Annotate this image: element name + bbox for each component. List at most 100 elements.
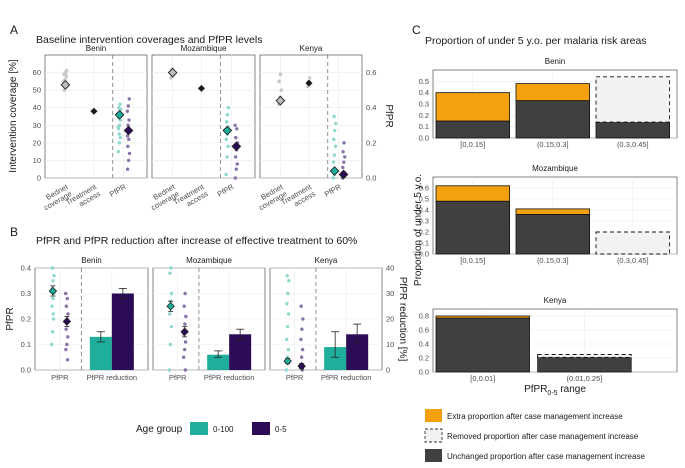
panel-a-pfpr-u5-point (125, 109, 130, 113)
panel-c-ytick: 0.0 (419, 250, 429, 259)
panel-c-plot: Benin 0.0 0.1 0.2 0.3 0.4 0.5 [0,0.15] (0.15,0.3… (413, 57, 678, 462)
panel-c-ytick: 0.5 (419, 195, 429, 204)
panel-a-pfpr-u5-point (127, 151, 132, 156)
panel-b-xtick-reduction: PfPR reduction (321, 373, 371, 382)
panel-c-ytick: 0.6 (419, 326, 429, 335)
panel-a-pfpr-u5-point (235, 162, 239, 166)
panel-b-xtick-reduction: PfPR reduction (204, 373, 254, 382)
panel-a-pfpr-all-point (117, 141, 122, 145)
panel-b-pfpr-u5-point (181, 355, 186, 359)
panel-a-pfpr-u5-point (235, 127, 239, 131)
panel-b-pfpr-u5-point (184, 314, 188, 319)
panel-b-ytick-right: 20 (386, 315, 394, 324)
panel-a-ytick-right: 0.2 (366, 138, 376, 147)
panel-c-legend-label-0: Extra proportion after case management i… (447, 412, 623, 421)
panel-c-unchanged-bar (435, 200, 510, 255)
panel-b-pfpr-u5-point (182, 304, 186, 308)
panel-a-pfpr-u5-point (126, 104, 130, 108)
panel-c-legend-label-2: Unchanged proportion after case manageme… (447, 452, 645, 461)
panel-b-pfpr-all-point (287, 279, 291, 283)
panel-c-extra-bar (515, 208, 590, 215)
panel-a-pfpr-u5-point (233, 123, 237, 127)
panel-a-bednet-point (63, 77, 67, 82)
panel-c-ytick: 0.6 (419, 184, 429, 193)
panel-letter-a: A (10, 23, 18, 37)
panel-a-xtick-1: Treatmentaccess (64, 182, 103, 214)
panel-a-pfpr-u5-point (342, 160, 346, 164)
panel-a-bednet-mean (167, 67, 178, 78)
panel-b-ytick-left: 0.0 (21, 366, 31, 375)
panel-b-reduction-all-bar (89, 336, 112, 370)
panel-c-xtick: (0.3,0.45] (617, 256, 649, 265)
panel-a-pfpr-u5-mean (338, 169, 349, 180)
panel-b-xtick-pfpr: PfPR (51, 373, 69, 382)
panel-b-pfpr-all-point (285, 302, 289, 306)
panel-c-ytick: 0.3 (419, 100, 429, 109)
panel-b-legend-label-0-100: 0-100 (213, 425, 234, 434)
panel-a-title: Baseline intervention coverages and PfPR… (36, 34, 262, 46)
panel-b-reduction-u5-bar (111, 293, 134, 370)
panel-a-ytick-left: 50 (33, 86, 41, 95)
panel-a-xtick-2: PfPR (108, 182, 128, 199)
panel-c-unchanged-bar (595, 121, 670, 139)
panel-c-removed-bar (595, 76, 671, 123)
panel-a-facet-0 (44, 54, 148, 179)
panel-letter-b: B (10, 225, 18, 239)
panel-a-pfpr-u5-mean (231, 141, 242, 152)
panel-c-ytick: 0.4 (419, 88, 429, 97)
panel-c-unchanged-bar (515, 100, 590, 139)
panel-b-title: PfPR and PfPR reduction after increase o… (36, 235, 357, 247)
panel-b-pfpr-all-mean (166, 302, 175, 311)
panel-a-strip-1: Mozambique (181, 44, 227, 53)
panel-c-ylabel: Proportion of under 5 y.o. (413, 174, 424, 286)
panel-a-pfpr-all-point (118, 102, 122, 106)
panel-b-pfpr-u5-point (65, 358, 70, 362)
panel-a-ytick-right: 0.0 (366, 174, 376, 183)
panel-b-pfpr-all-point (169, 291, 174, 296)
panel-a-treatment-mean (305, 79, 313, 87)
panel-a-pfpr-all-point (116, 149, 121, 154)
panel-letter-c: C (412, 23, 421, 37)
panel-c-strip-1: Mozambique (532, 164, 578, 173)
panel-b-pfpr-u5-point (183, 340, 188, 344)
panel-a-pfpr-all-point (116, 125, 121, 129)
panel-b-pfpr-all-point (51, 296, 55, 301)
panel-b-ytick-right: 30 (386, 289, 394, 298)
panel-a-xtick-2: PfPR (216, 182, 236, 199)
panel-c-legend-swatch-1 (424, 428, 443, 443)
panel-a-pfpr-all-point (333, 144, 338, 149)
panel-a-treatment-mean (90, 107, 98, 115)
panel-a-xtick-1: Treatmentaccess (279, 182, 318, 214)
panel-a-pfpr-all-point (224, 120, 229, 124)
panel-a-pfpr-u5-point (127, 137, 131, 142)
panel-a-pfpr-u5-mean (123, 125, 134, 136)
panel-b-ytick-right: 40 (386, 264, 394, 273)
panel-a-bednet-mean (275, 95, 286, 106)
panel-b-plot: Benin PfPR PfPR reduction Mozambique PfPR PfP… (5, 256, 408, 435)
panel-a-ytick-right: 0.4 (366, 103, 376, 112)
panel-a-facet-2 (259, 54, 363, 179)
panel-b-legend-title: Age group (136, 424, 183, 435)
panel-b-pfpr-u5-point (183, 291, 187, 296)
panel-b-pfpr-all-point (286, 291, 290, 296)
panel-b-pfpr-u5-mean (297, 361, 306, 371)
panel-b-xtick-pfpr: PfPR (286, 373, 304, 382)
panel-b-pfpr-u5-point (64, 347, 68, 352)
panel-b-pfpr-all-point (169, 324, 174, 329)
panel-b-pfpr-all-point (169, 266, 173, 270)
panel-a-pfpr-all-point (332, 153, 337, 157)
panel-b-pfpr-u5-point (63, 291, 68, 296)
panel-a-pfpr-all-mean (329, 166, 340, 176)
panel-a-pfpr-u5-point (233, 176, 238, 180)
panel-b-ytick-left: 0.3 (21, 289, 31, 298)
panel-a-pfpr-all-point (332, 114, 336, 119)
panel-a-pfpr-all-point (225, 113, 230, 117)
panel-c-xtick: [0,0.15] (460, 256, 485, 265)
panel-b-pfpr-u5-point (64, 304, 69, 308)
panel-a-ytick-right: 0.6 (366, 68, 376, 77)
panel-a-pfpr-all-point (225, 155, 229, 159)
panel-b-pfpr-u5-mean (62, 317, 72, 326)
panel-b-pfpr-all-point (50, 330, 55, 334)
